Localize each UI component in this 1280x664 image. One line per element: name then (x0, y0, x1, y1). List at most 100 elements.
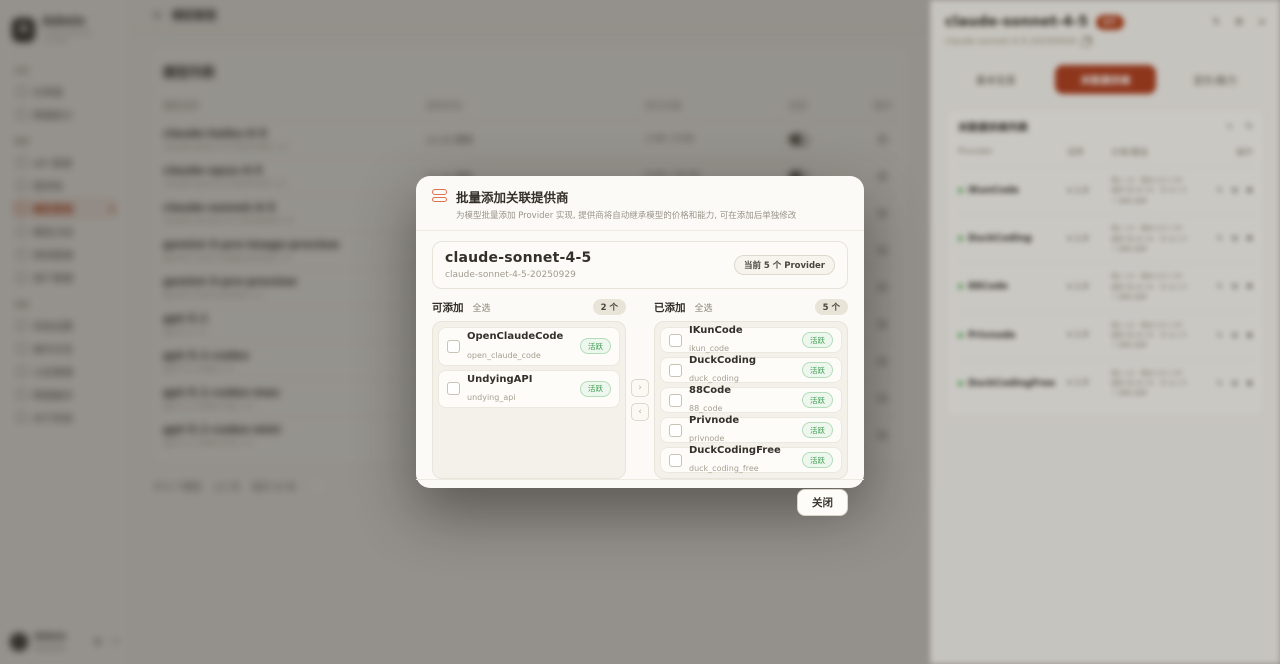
gear-icon[interactable]: ⚙ (1231, 378, 1239, 388)
sidebar-item-keys[interactable]: 密钥管理 (10, 243, 119, 266)
sidebar-item-about[interactable]: 关于系统 (10, 406, 119, 429)
refresh-icon[interactable]: ↻ (1245, 121, 1253, 132)
move-to-available-button[interactable]: ‹ (631, 403, 649, 421)
sidebar-item-label: 操作日志 (33, 345, 73, 356)
provider-row[interactable]: IKunCode x 1.0 输入 $3 · 输出 $15 /1M 缓存 读 $0… (958, 166, 1253, 214)
checkbox[interactable] (669, 333, 682, 347)
move-to-added-button[interactable]: › (631, 379, 649, 397)
copy-icon[interactable] (1080, 37, 1090, 47)
sidebar-item-stats[interactable]: 数据统计 (10, 103, 119, 126)
tab-basic-info[interactable]: 基本信息 (975, 76, 1016, 87)
sidebar-item-channels[interactable]: API 渠道 (10, 151, 119, 174)
row-actions-icon[interactable]: ▤ (877, 207, 888, 219)
edit-icon[interactable]: ✎ (1212, 16, 1221, 28)
gear-icon[interactable]: ⚙ (1231, 234, 1239, 244)
delete-icon[interactable]: ✖ (1246, 330, 1253, 340)
available-select-all[interactable]: 全选 (472, 303, 491, 314)
delete-icon[interactable]: ✖ (1246, 186, 1253, 196)
provider-option[interactable]: IKunCode ikun_code 活跃 (660, 325, 842, 353)
brand[interactable]: A Admin model gateway console (10, 12, 119, 55)
status-badge: 活跃 (802, 452, 833, 468)
delete-icon[interactable]: ✖ (1246, 378, 1253, 388)
drawer-badge: 5个 (1096, 14, 1124, 30)
row-actions-icon[interactable]: ▤ (877, 170, 888, 182)
sidebar-item-announcements[interactable]: 公告管理 (10, 360, 119, 383)
model-id: claude-sonnet-4-5-20250929 (445, 270, 576, 280)
edit-icon[interactable]: ✎ (1216, 378, 1224, 388)
close-icon[interactable]: × (1257, 16, 1266, 28)
edit-icon[interactable]: ✎ (1216, 234, 1224, 244)
provider-option[interactable]: UndyingAPI undying_api 活跃 (438, 369, 620, 408)
provider-id: open_claude_code (467, 350, 541, 360)
sidebar-item-model-groups[interactable]: 模型分组 (10, 220, 119, 243)
tab-linked-providers[interactable]: 关联提供商 (1054, 65, 1157, 94)
sidebar-item-backup[interactable]: 数据备份 (10, 383, 119, 406)
model-name: claude-opus-4-5 (163, 164, 263, 177)
tab-pricing-capabilities[interactable]: 定价/能力 (1193, 76, 1237, 87)
next-page-button[interactable]: › (308, 476, 328, 496)
checkbox[interactable] (669, 393, 682, 407)
model-icon (16, 203, 27, 214)
model-id: gemini-3-pro-image-preview +1 (163, 253, 291, 262)
provider-name: DuckCodingFree (689, 444, 781, 456)
delete-icon[interactable]: ✖ (1246, 282, 1253, 292)
gear-icon[interactable]: ⚙ (1231, 330, 1239, 340)
sidebar-item-providers[interactable]: 提供商 (10, 174, 119, 197)
checkbox[interactable] (669, 453, 682, 467)
delete-icon[interactable]: ✖ (1246, 234, 1253, 244)
added-select-all[interactable]: 全选 (694, 303, 713, 314)
sidebar-item-users[interactable]: 用户管理 (10, 266, 119, 289)
checkbox[interactable] (669, 423, 682, 437)
row-actions-icon[interactable]: ▤ (877, 281, 888, 293)
row-actions-icon[interactable]: ▤ (877, 429, 888, 441)
provider-row[interactable]: DuckCodingFree x 1.0 输入 $3 · 输出 $15 /1M 缓… (958, 358, 1253, 407)
provider-option[interactable]: DuckCodingFree duck_coding_free 活跃 (660, 444, 842, 473)
provider-option[interactable]: Privnode privnode 活跃 (660, 415, 842, 443)
modal-subtitle: 为模型批量添加 Provider 实现, 提供商将自动继承模型的价格和能力, 可… (456, 211, 797, 221)
provider-name: 88Code (689, 384, 732, 396)
logout-icon[interactable]: ↪ (111, 637, 119, 647)
provider-option[interactable]: OpenClaudeCode open_claude_code 活跃 (438, 327, 620, 366)
sidebar-item-settings[interactable]: 系统设置 (10, 314, 119, 337)
hamburger-icon[interactable]: ≡ (152, 8, 163, 22)
table-row[interactable]: claude-haiku-4-5 claude-haiku-4-5-2025100… (161, 120, 899, 157)
add-provider-icon[interactable]: + (1225, 121, 1234, 132)
checkbox[interactable] (669, 363, 682, 377)
panel-heading: 模型列表 (163, 66, 216, 81)
edit-icon[interactable]: ✎ (1216, 186, 1224, 196)
col-header: 模型名称 (163, 102, 200, 112)
gear-icon[interactable]: ⚙ (1234, 16, 1244, 28)
gear-icon[interactable]: ⚙ (1231, 186, 1239, 196)
user-area[interactable]: A Admin 超级管理员 ◐ ↪ (10, 632, 119, 652)
model-name: gpt-5.1 (163, 312, 209, 325)
provider-row[interactable]: Privnode x 1.0 输入 $3 · 输出 $15 /1M 缓存 读 $0… (958, 310, 1253, 359)
sidebar-item-logs[interactable]: 操作日志 (10, 337, 119, 360)
row-actions-icon[interactable]: ▤ (877, 133, 888, 145)
theme-toggle-icon[interactable]: ◐ (94, 637, 103, 647)
provider-name: UndyingAPI (467, 373, 533, 385)
provider-option[interactable]: 88Code 88_code 活跃 (660, 384, 842, 413)
provider-option[interactable]: DuckCoding duck_coding 活跃 (660, 355, 842, 383)
provider-ratio: x 1.0 (1067, 330, 1089, 341)
col-header: 官方价格 (645, 102, 682, 112)
sidebar-item-label: 数据统计 (33, 111, 73, 122)
checkbox[interactable] (447, 339, 460, 353)
row-actions-icon[interactable]: ▤ (877, 244, 888, 256)
edit-icon[interactable]: ✎ (1216, 282, 1224, 292)
row-actions-icon[interactable]: ▤ (877, 392, 888, 404)
sidebar-item-models[interactable]: 模型管理 (10, 197, 119, 220)
row-actions-icon[interactable]: ▤ (877, 318, 888, 330)
row-actions-icon[interactable]: ▤ (877, 355, 888, 367)
provider-row[interactable]: 88Code x 1.0 输入 $3 · 输出 $15 /1M 缓存 读 $0.3… (958, 262, 1253, 310)
col-header: 状态 (789, 102, 808, 112)
sidebar-item-dashboard[interactable]: 仪表盘 (10, 80, 119, 103)
user-role: 超级管理员 (34, 644, 67, 652)
close-button[interactable]: 关闭 (797, 489, 848, 516)
gear-icon[interactable]: ⚙ (1231, 282, 1239, 292)
about-icon (16, 412, 27, 423)
provider-row[interactable]: DuckCoding x 1.0 输入 $3 · 输出 $15 /1M 缓存 读 … (958, 214, 1253, 262)
edit-icon[interactable]: ✎ (1216, 330, 1224, 340)
checkbox[interactable] (447, 382, 460, 396)
model-id: gpt-5.1-codex +1 (163, 364, 234, 373)
status-toggle[interactable] (789, 133, 809, 145)
